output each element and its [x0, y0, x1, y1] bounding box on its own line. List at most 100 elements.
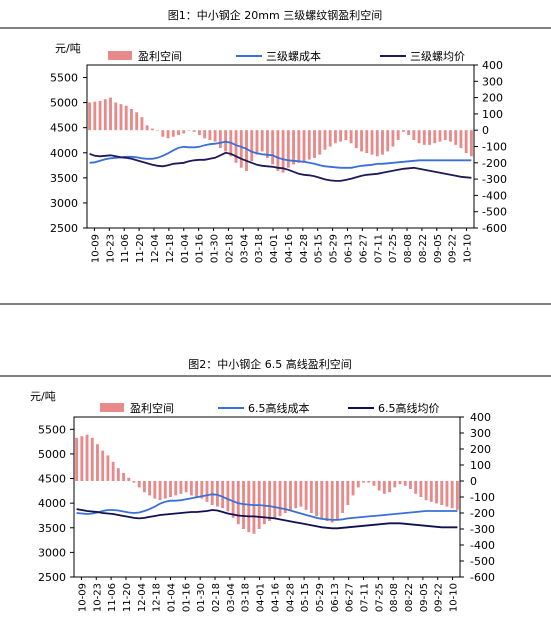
profit-bar — [401, 130, 405, 132]
profit-bar — [365, 130, 369, 154]
profit-bar — [80, 436, 84, 481]
profit-bar — [111, 461, 115, 481]
profit-bar — [346, 481, 350, 505]
x-tick-label: 07-11 — [360, 583, 371, 612]
profit-bar — [124, 105, 128, 131]
profit-bar — [205, 481, 209, 502]
profit-bar — [445, 481, 449, 507]
x-tick-label: 11-20 — [122, 583, 133, 612]
profit-bar — [438, 130, 442, 142]
profit-bar — [360, 130, 363, 152]
y-right-tick-label: -200 — [470, 507, 495, 520]
profit-bar — [187, 130, 191, 131]
profit-bar — [417, 130, 421, 144]
x-tick-label: 10-09 — [77, 583, 88, 612]
y-left-tick-label: 4500 — [38, 473, 66, 486]
profit-bar — [208, 130, 212, 140]
y-right-tick-label: 0 — [482, 124, 489, 137]
profit-bar — [109, 97, 112, 131]
y-left-tick-label: 3000 — [50, 197, 78, 210]
chart-2-plot: 5500 5000 4500 4000 3500 3000 2500 400 300 200 100… — [38, 411, 495, 612]
profit-bar — [443, 130, 447, 140]
profit-bar — [419, 481, 423, 497]
x-tick-label: 04-16 — [284, 234, 295, 263]
profit-bar — [450, 481, 454, 509]
x-tick-label: 05-29 — [329, 234, 340, 263]
x-tick-label: 03-18 — [241, 583, 252, 612]
profit-bar — [455, 481, 459, 510]
profit-bar — [367, 481, 371, 483]
profit-bar — [289, 481, 292, 510]
y-right-tick-label: -600 — [482, 222, 507, 235]
profit-bar — [177, 130, 180, 136]
profit-bar — [142, 481, 146, 493]
price-line — [89, 151, 472, 182]
x-tick-label: 02-18 — [224, 234, 235, 263]
profit-bar — [156, 130, 160, 131]
profit-bar — [341, 481, 345, 513]
y-left-tick-label: 3000 — [38, 546, 66, 559]
profit-bar — [372, 481, 376, 486]
chart-2-ylabel: 元/吨 — [30, 390, 56, 403]
profit-bar — [323, 130, 327, 150]
profit-bar — [195, 481, 199, 497]
x-tick-label: 05-29 — [315, 583, 326, 612]
profit-bar — [200, 481, 204, 499]
x-tick-label: 05-15 — [314, 234, 325, 263]
y-right-tick-label: -400 — [482, 189, 507, 202]
x-tick-label: 06-27 — [345, 583, 356, 612]
y-right-tick-label: 200 — [482, 92, 503, 105]
profit-bar — [433, 130, 437, 144]
x-tick-label: 04-01 — [256, 583, 267, 612]
y-left-tick-label: 5500 — [50, 72, 78, 85]
x-tick-label: 07-25 — [388, 234, 399, 263]
profit-bar — [273, 481, 277, 518]
profit-bar — [265, 130, 269, 158]
legend-swatch-bar — [100, 403, 124, 412]
profit-bar — [268, 481, 272, 521]
profit-bar — [239, 130, 243, 168]
profit-bar — [103, 99, 107, 131]
profit-bar — [403, 481, 407, 486]
profit-bar — [388, 481, 392, 493]
x-tick-label: 10-23 — [105, 234, 116, 263]
profit-bar — [354, 130, 358, 149]
profit-bar — [276, 130, 280, 171]
x-tick-label: 12-18 — [165, 234, 176, 263]
profit-bar — [213, 130, 217, 142]
legend-swatch-bar — [108, 51, 132, 60]
x-tick-label: 08-08 — [389, 583, 400, 612]
x-tick-label: 10-10 — [463, 234, 474, 263]
y-left-tick-label: 5500 — [38, 423, 66, 436]
profit-bar — [234, 130, 238, 163]
y-right-tick-label: -100 — [482, 141, 507, 154]
profit-bar — [255, 130, 259, 155]
plot-frame — [86, 64, 475, 229]
profit-bar — [153, 481, 157, 499]
profit-bar — [307, 130, 311, 160]
profit-bar — [203, 130, 207, 139]
profit-bar — [171, 130, 175, 137]
y-left-tick-label: 5000 — [50, 97, 78, 110]
profit-bar — [174, 481, 178, 496]
profit-bar — [119, 104, 123, 131]
legend-label: 6.5高线成本 — [248, 401, 310, 415]
profit-bar — [90, 437, 94, 481]
profit-bar — [412, 130, 416, 140]
profit-bar — [339, 130, 343, 142]
x-tick-label: 12-04 — [150, 234, 161, 263]
x-tick-label: 09-05 — [433, 234, 444, 263]
profit-bar — [294, 481, 298, 509]
profit-bar — [116, 468, 120, 481]
profit-bar — [449, 130, 452, 142]
profit-bar — [309, 481, 313, 513]
y-right-tick-label: 100 — [470, 459, 491, 472]
y-right-tick-label: 0 — [470, 475, 477, 488]
profit-bar — [440, 481, 444, 505]
profit-bar — [88, 102, 92, 131]
profit-bar — [262, 481, 266, 525]
profit-bar — [189, 481, 193, 496]
profit-bar — [148, 481, 152, 496]
profit-bar — [231, 481, 235, 518]
